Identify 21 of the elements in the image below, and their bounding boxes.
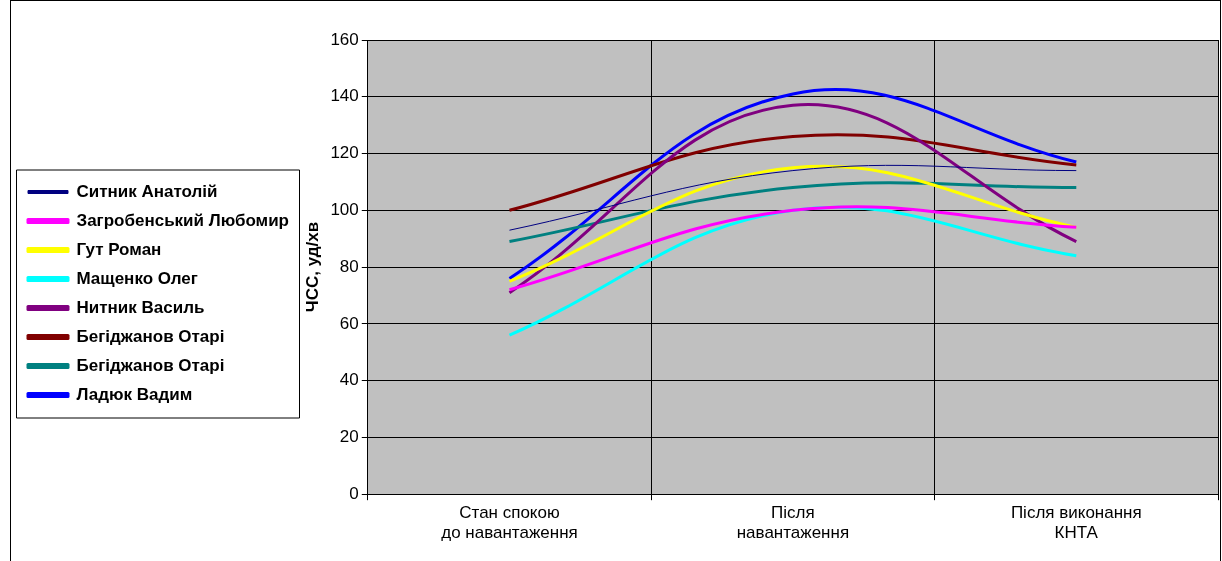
y-axis-title: ЧСС, уд/хв: [302, 221, 322, 313]
y-tick-label: 60: [339, 313, 359, 333]
legend-label: Загробенський Любомир: [76, 210, 290, 230]
y-tick-label: 160: [330, 29, 359, 49]
legend-label: Бегіджанов Отарі: [76, 326, 225, 346]
y-tick-label: 100: [330, 200, 359, 220]
y-tick-label: 120: [330, 143, 359, 163]
x-tick-label: Після навантаження: [736, 503, 850, 543]
y-tick-label: 40: [339, 370, 359, 390]
y-tick-label: 20: [339, 427, 359, 447]
y-tick-label: 80: [339, 256, 359, 276]
legend-label: Мащенко Олег: [76, 268, 198, 288]
legend-label: Гут Роман: [76, 239, 162, 259]
legend-label: Нитник Василь: [76, 297, 205, 317]
legend-label: Ситник Анатолій: [76, 181, 218, 201]
x-tick-label: Стан спокою до навантаження: [441, 503, 578, 543]
legend-label: Ладюк Вадим: [76, 384, 193, 404]
x-tick-label: Після виконання КНТА: [1010, 503, 1142, 543]
y-tick-label: 140: [330, 86, 359, 106]
y-tick-label: 0: [349, 483, 359, 503]
legend-label: Бегіджанов Отарі: [76, 355, 225, 375]
